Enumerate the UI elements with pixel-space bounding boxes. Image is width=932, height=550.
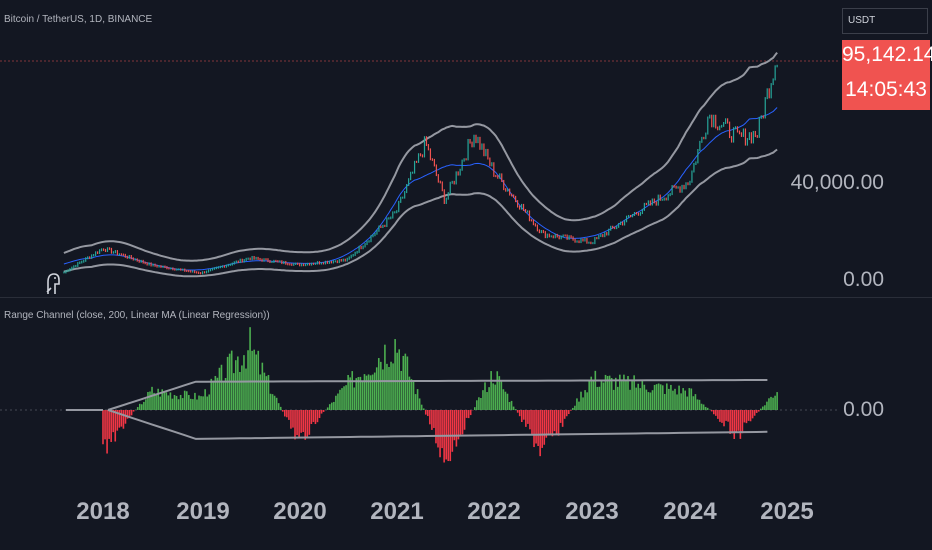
last-price-tag: 95,142.14 — [842, 40, 932, 70]
dinosaur-logo — [46, 273, 60, 294]
year-2018: 2018 — [76, 498, 130, 525]
oscillator-zero-label: 0.00 — [843, 398, 884, 421]
year-2019: 2019 — [176, 498, 230, 525]
oscillator-upper-band — [107, 379, 768, 411]
price-label-0: 0.00 — [843, 268, 884, 291]
year-2020: 2020 — [273, 498, 327, 525]
year-2025: 2025 — [760, 498, 814, 525]
channel-lower-line — [63, 148, 778, 278]
price-label-40000: 40,000.00 — [790, 171, 884, 194]
channel-midline — [63, 107, 778, 271]
year-2022: 2022 — [467, 498, 521, 525]
year-2023: 2023 — [565, 498, 619, 525]
indicator-title[interactable]: Range Channel (close, 200, Linear MA (Li… — [4, 310, 270, 321]
symbol-title[interactable]: Bitcoin / TetherUS, 1D, BINANCE — [4, 14, 153, 25]
pane-divider[interactable] — [0, 297, 932, 298]
year-2024: 2024 — [663, 498, 717, 525]
oscillator-pane — [66, 327, 778, 463]
price-pane — [63, 51, 778, 278]
channel-upper-line — [63, 51, 778, 262]
oscillator-lower-band — [107, 408, 768, 440]
currency-selector[interactable]: USDT — [842, 8, 928, 34]
countdown-tag: 14:05:43 — [842, 70, 930, 110]
year-2021: 2021 — [370, 498, 424, 525]
